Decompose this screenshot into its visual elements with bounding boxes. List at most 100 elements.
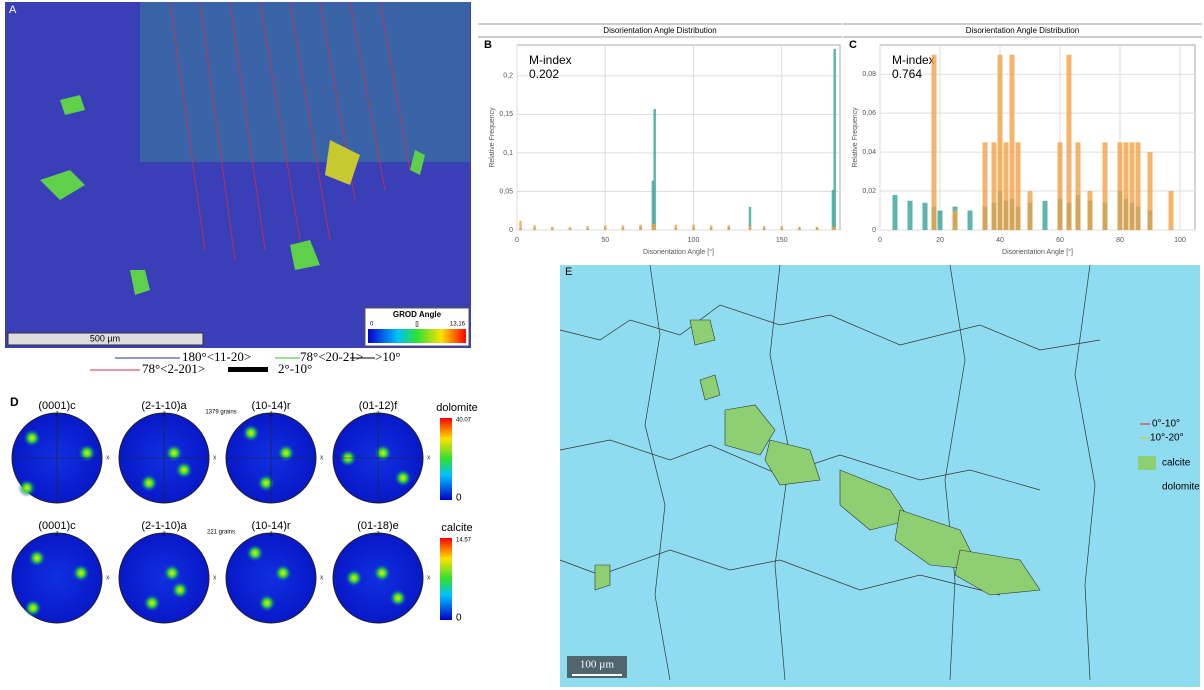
x-axis-title: Disorientation Angle [°] [643, 248, 714, 256]
bar [1067, 55, 1072, 230]
chart-title: Disorientation Angle Distribution [966, 26, 1079, 35]
legend-entry: >10° [375, 349, 401, 364]
x-tick-label: 100 [688, 237, 700, 244]
y-tick-label: 0,1 [503, 150, 513, 157]
y-tick-label: 0 [509, 227, 513, 234]
phase-name: calcite [441, 522, 472, 534]
pole-density [171, 581, 189, 599]
bar [938, 211, 943, 230]
y-tick-label: 0,2 [503, 73, 513, 80]
axis-z: Z [55, 531, 58, 537]
pole-density [277, 444, 295, 462]
bar [953, 211, 958, 230]
scale-label: 500 µm [90, 333, 120, 343]
axis-z: Z [162, 531, 165, 537]
bar [692, 225, 695, 230]
axis-x: X [213, 455, 217, 461]
bar [781, 226, 784, 230]
axis-x: X [106, 575, 110, 581]
pole-title: (10-14)r [251, 520, 290, 532]
axis-z: Z [269, 531, 272, 537]
pole-title: (2-1-10)a [141, 400, 187, 412]
bar [893, 195, 898, 230]
pole-density [246, 544, 264, 562]
bar [653, 224, 656, 230]
bar [604, 225, 607, 230]
y-tick-label: 0,02 [862, 188, 876, 195]
axis-x: X [106, 455, 110, 461]
pole-title: (01-12)f [359, 400, 398, 412]
pole-density [274, 564, 292, 582]
axis-x: X [320, 455, 324, 461]
pole-density [163, 564, 181, 582]
panel-label: A [9, 4, 17, 16]
pole-title: (0001)c [38, 400, 76, 412]
bar [798, 227, 801, 230]
pole-density [143, 594, 161, 612]
y-tick-label: 0,08 [862, 71, 876, 78]
x-tick-label: 100 [1174, 237, 1186, 244]
pole-density [389, 589, 407, 607]
y-tick-label: 0,15 [499, 111, 513, 118]
bar [833, 227, 836, 230]
bar [1148, 152, 1153, 230]
plot-area [517, 45, 840, 230]
pole-title: (2-1-10)a [141, 520, 187, 532]
y-tick-label: 0,05 [499, 188, 513, 195]
axis-z: Z [162, 411, 165, 417]
panel-label: E [565, 266, 572, 278]
pole-density [374, 444, 392, 462]
bar [968, 211, 973, 230]
bar [749, 225, 752, 230]
bar [992, 142, 997, 230]
legend-entry: 10°-20° [1150, 433, 1184, 444]
pole-density [24, 599, 42, 617]
bar [622, 225, 625, 230]
pole-density [242, 424, 260, 442]
pole-density [175, 461, 193, 479]
pole-figure [119, 533, 209, 623]
legend-entry: 78°<2-201> [142, 361, 205, 376]
bar [1076, 142, 1081, 230]
bar [569, 227, 572, 230]
figure: 500 µm GROD Angle 0 [] 13,16 A 180°<11-2… [0, 0, 1204, 690]
y-tick-label: 0,04 [862, 149, 876, 156]
bar [586, 226, 589, 230]
bar [816, 227, 819, 230]
legend-swatch [1138, 480, 1156, 494]
axis-x: X [427, 575, 431, 581]
axis-x: X [213, 575, 217, 581]
legend-swatch [1138, 456, 1156, 470]
axis-z: Z [269, 411, 272, 417]
x-tick-label: 0 [515, 237, 519, 244]
axis-z: Z [376, 411, 379, 417]
colorbar-max: 40.07 [456, 418, 472, 424]
axis-x: X [320, 575, 324, 581]
pole-density [373, 564, 391, 582]
bar [1010, 55, 1015, 230]
bar [763, 226, 766, 230]
bar [908, 201, 913, 230]
x-tick-label: 0 [878, 237, 882, 244]
grain-count: 221 grains [207, 530, 235, 536]
bar [983, 142, 988, 230]
bar [1043, 201, 1048, 230]
x-axis-title: Disorientation Angle [°] [1002, 248, 1073, 256]
pole-density [28, 549, 46, 567]
colorbar-max: 13,16 [450, 322, 466, 328]
pole-density [18, 479, 36, 497]
y-axis-title: Relative Frequency [489, 107, 496, 168]
axis-z: Z [376, 531, 379, 537]
x-tick-label: 60 [1056, 237, 1064, 244]
bar [1088, 191, 1093, 230]
bar [932, 55, 937, 230]
pole-density [72, 564, 90, 582]
bar [1130, 142, 1135, 230]
scale-label: 100 µm [580, 659, 615, 671]
legend-entry: 2°-10° [278, 361, 312, 376]
x-tick-label: 20 [936, 237, 944, 244]
colorbar [368, 329, 466, 343]
pole-density [258, 594, 276, 612]
bar [1103, 142, 1108, 230]
bar [728, 225, 731, 230]
